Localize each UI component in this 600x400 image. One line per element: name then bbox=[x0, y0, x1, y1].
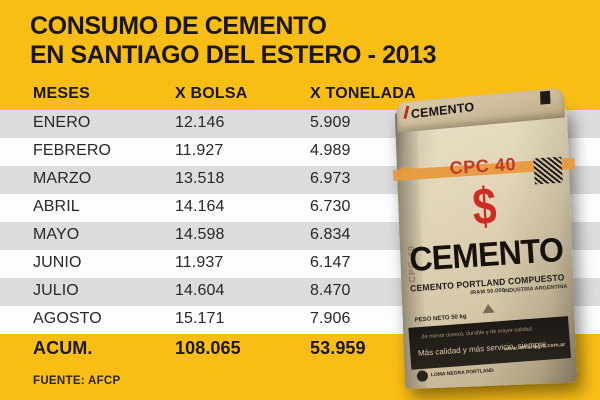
cell-bolsa: 11.937 bbox=[175, 254, 224, 271]
cement-bag-image: CPC 40 CEMENTO CPC 40 $ CEMENTO CEMENTO … bbox=[386, 87, 600, 396]
cell-month: MARZO bbox=[33, 170, 92, 187]
title-line-1: CONSUMO DE CEMENTO bbox=[30, 12, 327, 40]
cell-month: ABRIL bbox=[33, 198, 80, 215]
title-line-2: EN SANTIAGO DEL ESTERO - 2013 bbox=[30, 41, 437, 69]
column-header-bolsa: X BOLSA bbox=[175, 85, 248, 102]
table-body: ENERO 12.146 5.909 FEBRERO 11.927 4.989 … bbox=[0, 110, 600, 334]
cement-bag: CPC 40 CEMENTO CPC 40 $ CEMENTO CEMENTO … bbox=[392, 87, 578, 390]
cell-bolsa: 14.604 bbox=[175, 282, 225, 299]
cell-tonelada: 7.906 bbox=[310, 310, 351, 327]
bag-manufacturer-label: LOMA NEGRA PORTLAND bbox=[430, 367, 494, 379]
column-header-meses: MESES bbox=[33, 85, 91, 102]
cell-tonelada: 6.147 bbox=[310, 254, 351, 271]
cell-bolsa: 13.518 bbox=[175, 170, 225, 187]
cell-tonelada: 8.470 bbox=[310, 282, 351, 299]
cell-bolsa: 15.171 bbox=[175, 310, 225, 327]
bag-dollar-logo: $ bbox=[470, 177, 499, 237]
column-header-tonelada: X TONELADA bbox=[310, 85, 416, 102]
cell-tonelada: 4.989 bbox=[310, 142, 351, 159]
bag-product-name: CEMENTO bbox=[408, 230, 565, 280]
page-title: CONSUMO DE CEMENTO EN SANTIAGO DEL ESTER… bbox=[30, 12, 490, 70]
cell-month: JULIO bbox=[33, 282, 79, 299]
cell-tonelada: 6.973 bbox=[310, 170, 351, 187]
cell-month: FEBRERO bbox=[33, 142, 112, 159]
table-header-row: MESES X BOLSA X TONELADA bbox=[0, 82, 600, 109]
total-bolsa: 108.065 bbox=[175, 338, 241, 358]
cell-month: ENERO bbox=[33, 114, 91, 131]
cell-month: MAYO bbox=[33, 226, 80, 243]
total-tonelada: 53.959 bbox=[310, 338, 366, 358]
bag-top-tick-icon bbox=[403, 105, 410, 120]
cell-bolsa: 14.164 bbox=[175, 198, 225, 215]
cell-month: JUNIO bbox=[33, 254, 82, 271]
bag-top-square-icon bbox=[539, 90, 551, 105]
cell-tonelada: 6.730 bbox=[310, 198, 351, 215]
cell-tonelada: 6.834 bbox=[310, 226, 351, 243]
total-label: ACUM. bbox=[33, 338, 93, 358]
bag-triangle-icon bbox=[482, 303, 495, 314]
cell-month: AGOSTO bbox=[33, 310, 102, 327]
cell-bolsa: 12.146 bbox=[175, 114, 225, 131]
cell-bolsa: 11.927 bbox=[175, 142, 224, 159]
bag-top-label: CEMENTO bbox=[410, 99, 475, 122]
cell-tonelada: 5.909 bbox=[310, 114, 351, 131]
cell-bolsa: 14.598 bbox=[175, 226, 225, 243]
source-note: FUENTE: AFCP bbox=[33, 375, 121, 387]
